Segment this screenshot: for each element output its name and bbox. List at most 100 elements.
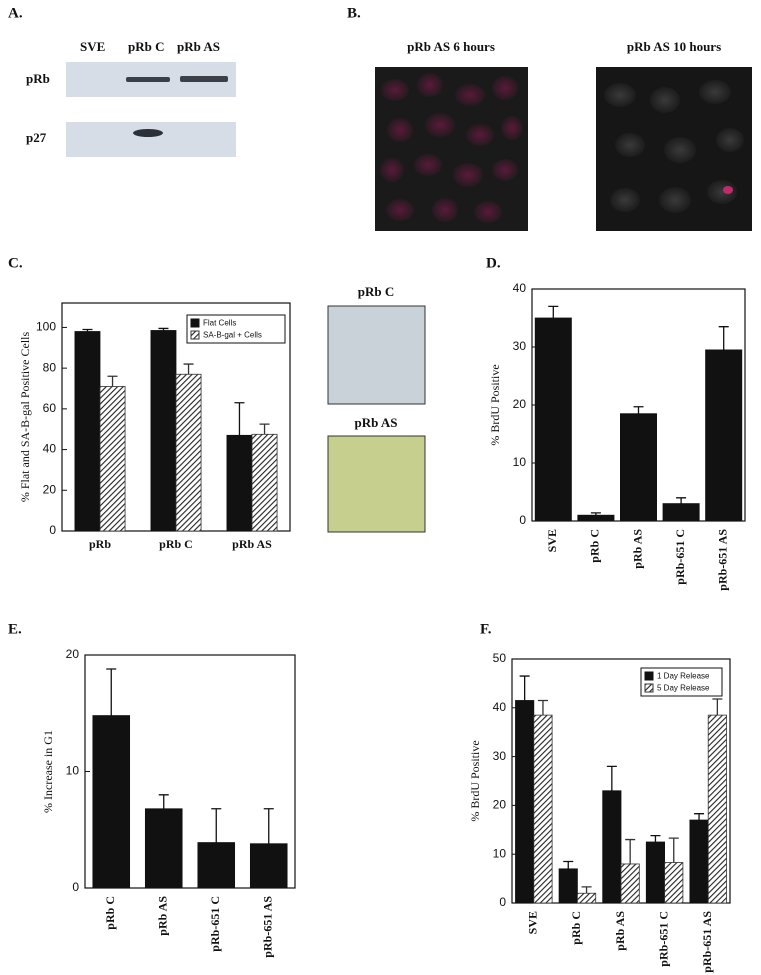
error-bar	[106, 668, 117, 716]
error-bar	[668, 837, 679, 863]
error-bar	[519, 675, 530, 701]
cells	[604, 80, 744, 213]
panel-label: F.	[480, 621, 492, 637]
y-tick-label: 30	[513, 339, 527, 353]
legend-swatch	[644, 683, 654, 693]
image-title: pRb AS	[355, 415, 398, 430]
x-tick-label: pRb AS	[156, 896, 170, 936]
y-tick-label: 0	[49, 523, 56, 537]
y-tick-label: 20	[513, 397, 527, 411]
x-tick-label: pRb-651 C	[673, 529, 687, 585]
bar	[577, 892, 597, 904]
bar	[99, 386, 126, 532]
error-bar	[211, 808, 222, 843]
y-tick-label: 10	[513, 455, 527, 469]
error-bar	[676, 497, 687, 504]
band	[180, 76, 228, 82]
x-tick-label: pRb C	[569, 911, 583, 945]
legend-box	[186, 314, 286, 344]
legend-label: Flat Cells	[203, 319, 236, 328]
lane-label: pRb C	[128, 39, 165, 54]
error-bar	[625, 838, 636, 864]
error-bar	[633, 406, 644, 414]
y-tick-label: 80	[43, 360, 57, 374]
y-axis-label: % Increase in G1	[41, 730, 55, 813]
x-tick-label: SVE	[545, 529, 559, 552]
error-bar	[234, 402, 245, 436]
image-title: pRb AS 10 hours	[627, 39, 721, 54]
bar	[620, 863, 640, 904]
bar	[515, 700, 535, 904]
legend-label: 1 Day Release	[657, 672, 710, 681]
legend-swatch	[190, 330, 200, 340]
error-bar	[259, 423, 270, 435]
bar	[533, 714, 553, 904]
y-tick-label: 40	[493, 700, 507, 714]
lane-label: pRb AS	[177, 39, 220, 54]
y-tick-label: 0	[519, 513, 526, 527]
x-tick-label: pRb AS	[232, 537, 272, 551]
error-bar	[158, 794, 169, 809]
error-bar	[107, 375, 118, 387]
lane-label: SVE	[80, 39, 105, 54]
bar	[92, 715, 131, 889]
panel-label: C.	[8, 255, 23, 271]
error-bar	[263, 808, 274, 844]
row-label: pRb	[26, 71, 50, 86]
y-tick-label: 20	[66, 647, 80, 661]
y-axis-label: % BrdU Positive	[488, 364, 502, 445]
x-tick-label: pRb-651 C	[208, 896, 222, 952]
row-label: p27	[26, 130, 47, 145]
band	[133, 129, 163, 137]
y-tick-label: 20	[43, 482, 57, 496]
band	[126, 77, 170, 82]
error-bar	[718, 326, 729, 350]
y-tick-label: 40	[513, 281, 527, 295]
bar	[645, 841, 666, 904]
y-axis-label: % BrdU Positive	[468, 740, 482, 821]
bar	[534, 317, 572, 522]
y-tick-label: 50	[493, 651, 507, 665]
bar	[662, 503, 700, 522]
bar	[602, 790, 622, 904]
bar	[577, 514, 615, 522]
bar	[558, 868, 578, 904]
legend-swatch	[190, 318, 200, 328]
y-axis-label: % Flat and SA-B-gal Positive Cells	[18, 332, 32, 503]
y-tick-label: 0	[72, 880, 79, 894]
bar	[705, 349, 743, 522]
error-bar	[581, 886, 592, 894]
bar	[175, 373, 202, 532]
blot	[66, 122, 236, 157]
x-tick-label: pRb-651 AS	[715, 529, 729, 591]
error-bar	[537, 699, 548, 716]
bar	[664, 862, 684, 904]
x-tick-label: pRb C	[588, 529, 602, 563]
legend-label: 5 Day Release	[657, 684, 710, 693]
micrograph	[327, 305, 426, 405]
error-bar	[606, 765, 617, 791]
bar	[150, 330, 177, 532]
error-bar	[158, 327, 169, 331]
bar	[689, 819, 709, 904]
stain	[723, 186, 733, 194]
panel-label: A.	[8, 5, 23, 21]
bar	[249, 843, 288, 889]
legend-box	[640, 667, 723, 697]
y-tick-label: 10	[66, 764, 80, 778]
image-title: pRb C	[358, 284, 395, 299]
y-tick-label: 60	[43, 401, 57, 415]
y-tick-label: 0	[499, 895, 506, 909]
x-tick-label: pRb-651 AS	[700, 911, 714, 973]
error-bar	[82, 328, 93, 332]
x-tick-label: pRb-651 C	[656, 911, 670, 967]
error-bar	[650, 835, 661, 842]
y-tick-label: 20	[493, 798, 507, 812]
legend-label: SA-B-gal + Cells	[203, 331, 262, 340]
bar	[707, 714, 727, 904]
x-tick-label: SVE	[526, 911, 540, 934]
micrograph	[327, 435, 426, 533]
y-tick-label: 10	[493, 846, 507, 860]
panel-label: D.	[486, 255, 501, 271]
